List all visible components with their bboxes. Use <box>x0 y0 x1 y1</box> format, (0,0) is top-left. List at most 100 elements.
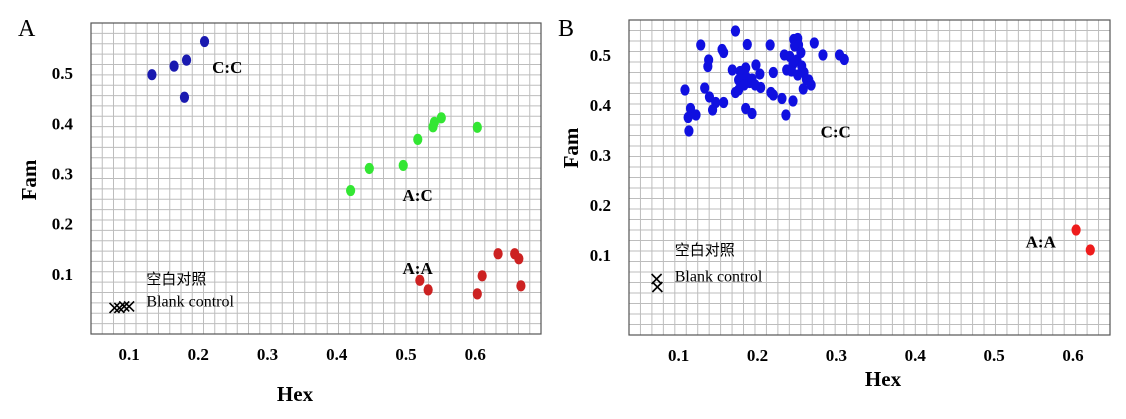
data-point-c-c <box>719 46 729 59</box>
x-tick-label: 0.1 <box>118 345 139 364</box>
data-point-a-a <box>493 248 503 260</box>
data-point-c-c <box>839 53 849 66</box>
data-point-a-a <box>477 270 487 282</box>
data-point-c-c <box>809 37 819 49</box>
panel-b-letter: B <box>558 16 574 42</box>
panel-a-chart: A 0.1 0.2 0.3 0.4 0.5 0.1 0.2 0.3 0.4 0.5 0.6 Hex… <box>17 16 542 406</box>
x-tick-label: 0.6 <box>1062 346 1083 365</box>
data-point-c-c <box>768 89 778 101</box>
data-point-c-c <box>765 39 775 51</box>
data-point-c-c <box>747 107 757 120</box>
data-point-c-c <box>739 79 749 91</box>
panel-b-blank-control-cn-label: 空白对照 <box>675 241 735 259</box>
data-point-c-c <box>777 92 787 105</box>
data-point-c-c <box>700 82 710 94</box>
panel-a-letter: A <box>18 16 36 42</box>
y-tick-label: 0.4 <box>52 114 74 133</box>
data-point-c-c <box>680 84 690 96</box>
data-point-a-a <box>1071 224 1081 236</box>
panel-b-y-axis-title: Fam <box>559 127 583 168</box>
data-point-blank-control <box>118 300 130 312</box>
data-point-c-c <box>683 111 693 124</box>
panel-a-blank-control-cn-label: 空白对照 <box>146 270 206 288</box>
panel-a-data-points <box>108 35 526 314</box>
y-tick-label: 0.5 <box>590 46 611 65</box>
y-tick-label: 0.2 <box>590 196 611 215</box>
data-point-c-c <box>169 60 179 72</box>
data-point-a-c <box>472 121 482 133</box>
data-point-a-a <box>1085 244 1095 256</box>
y-tick-label: 0.5 <box>52 64 73 83</box>
data-point-c-c <box>782 64 792 76</box>
data-point-c-c <box>789 40 800 52</box>
data-point-c-c <box>730 25 741 37</box>
data-point-a-c <box>346 184 356 197</box>
panel-a-x-axis-title: Hex <box>277 382 314 406</box>
y-tick-label: 0.1 <box>52 265 73 284</box>
data-point-a-a <box>472 288 482 300</box>
data-point-c-c <box>147 69 157 81</box>
y-tick-label: 0.3 <box>52 164 73 183</box>
panel-b-aa-label: A:A <box>1026 233 1057 252</box>
x-tick-label: 0.1 <box>668 346 689 365</box>
y-tick-label: 0.4 <box>590 96 612 115</box>
panel-a-blank-control-label: Blank control <box>146 293 234 310</box>
panel-a-x-tick-labels: 0.1 0.2 0.3 0.4 0.5 0.6 <box>118 345 485 364</box>
data-point-a-c <box>398 159 408 172</box>
data-point-c-c <box>684 125 694 137</box>
panel-a-y-axis-title: Fam <box>17 159 41 200</box>
data-point-c-c <box>818 49 828 61</box>
x-tick-label: 0.5 <box>395 345 416 364</box>
panel-a-aa-label: A:A <box>403 259 434 278</box>
data-point-a-c <box>364 162 374 175</box>
x-tick-label: 0.2 <box>188 345 209 364</box>
y-tick-label: 0.2 <box>52 215 73 234</box>
panel-b-blank-control-label: Blank control <box>675 269 763 286</box>
data-point-a-c <box>413 133 423 145</box>
data-point-c-c <box>696 39 706 51</box>
data-point-a-a <box>516 280 526 292</box>
data-point-c-c <box>806 79 816 91</box>
panel-a-ac-label: A:C <box>403 186 433 205</box>
data-point-blank-control <box>123 300 135 312</box>
x-tick-label: 0.5 <box>983 346 1004 365</box>
data-point-c-c <box>796 46 806 59</box>
x-tick-label: 0.4 <box>905 346 927 365</box>
data-point-c-c <box>793 69 803 81</box>
panel-b-cc-label: C:C <box>821 123 851 142</box>
panel-a-y-tick-labels: 0.1 0.2 0.3 0.4 0.5 <box>52 64 74 284</box>
data-point-c-c <box>719 96 729 109</box>
data-point-blank-control <box>108 302 121 314</box>
data-point-c-c <box>751 59 761 71</box>
data-point-a-c <box>436 112 446 124</box>
data-point-c-c <box>181 54 192 66</box>
y-tick-label: 0.1 <box>590 246 611 265</box>
data-point-a-c <box>429 116 439 128</box>
data-point-c-c <box>727 64 737 76</box>
data-point-c-c <box>768 66 778 79</box>
data-point-a-a <box>415 274 425 286</box>
x-tick-label: 0.3 <box>826 346 847 365</box>
data-point-c-c <box>707 104 718 116</box>
panel-b-x-axis-title: Hex <box>865 367 902 391</box>
panel-b-chart: B 0.1 0.2 0.3 0.4 0.5 0.1 0.2 0.3 0.4 0.5 0.6 Hex… <box>558 16 1111 391</box>
panel-b-x-tick-labels: 0.1 0.2 0.3 0.4 0.5 0.6 <box>668 346 1084 365</box>
data-point-c-c <box>756 81 766 94</box>
data-point-c-c <box>755 68 765 80</box>
panel-b-data-points <box>651 25 1095 293</box>
panel-b-grid <box>629 20 1110 335</box>
data-point-blank-control <box>651 281 663 293</box>
data-point-c-c <box>179 91 190 103</box>
panel-b-y-tick-labels: 0.1 0.2 0.3 0.4 0.5 <box>590 46 612 265</box>
x-tick-label: 0.6 <box>465 345 486 364</box>
data-point-c-c <box>742 38 752 51</box>
data-point-a-a <box>514 253 524 265</box>
x-tick-label: 0.2 <box>747 346 768 365</box>
data-point-c-c <box>703 60 713 73</box>
data-point-a-a <box>423 284 433 296</box>
data-point-c-c <box>691 109 701 121</box>
data-point-c-c <box>798 83 808 95</box>
x-tick-label: 0.4 <box>326 345 348 364</box>
data-point-c-c <box>735 65 745 78</box>
